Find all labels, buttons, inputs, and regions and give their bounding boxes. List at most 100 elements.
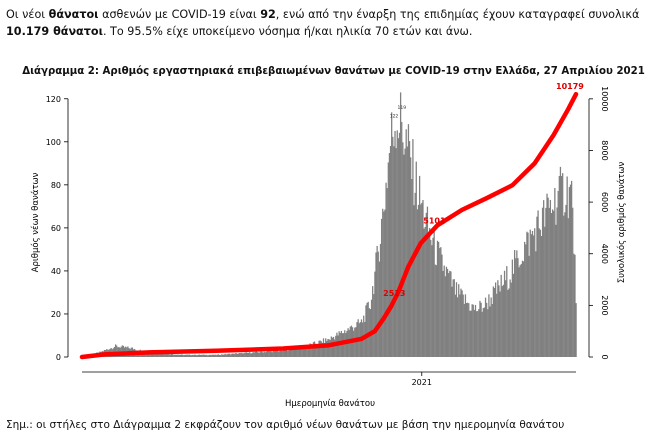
daily-bar — [417, 204, 420, 357]
cumulative-annotation: 10179 — [556, 82, 584, 91]
daily-bar — [499, 291, 501, 357]
daily-bar — [302, 347, 305, 357]
daily-bar — [388, 153, 391, 357]
daily-bar — [515, 258, 517, 357]
daily-bar — [543, 200, 545, 357]
daily-bar — [207, 355, 210, 357]
right-axis-tick-label: 0 — [600, 354, 609, 359]
daily-bar — [261, 351, 263, 357]
daily-bar — [422, 200, 424, 357]
daily-bar — [176, 354, 178, 357]
daily-bar — [316, 344, 318, 357]
daily-bar — [301, 345, 303, 357]
daily-bar — [415, 161, 417, 357]
left-axis-tick-label: 0 — [56, 353, 61, 362]
daily-bar — [163, 354, 165, 357]
daily-bar — [508, 288, 510, 357]
daily-bar — [547, 197, 549, 357]
daily-bar — [420, 204, 422, 357]
daily-bar — [493, 287, 496, 357]
left-axis-label: Αριθμός νέων θανάτων — [30, 172, 41, 272]
footnote: Σημ.: οι στήλες στο Διάγραμμα 2 εκφράζου… — [6, 419, 565, 431]
daily-bar — [567, 218, 569, 357]
daily-bar — [413, 205, 415, 357]
daily-bar — [528, 255, 530, 357]
daily-bar — [408, 141, 411, 357]
daily-bar — [154, 353, 156, 357]
daily-bar — [449, 270, 451, 357]
daily-bar — [463, 303, 465, 357]
daily-bar — [392, 136, 394, 357]
daily-bar — [179, 354, 182, 357]
daily-bar — [228, 353, 231, 357]
daily-bar — [148, 353, 150, 357]
daily-bar — [236, 353, 239, 357]
daily-bar — [337, 335, 339, 357]
daily-bar — [484, 297, 487, 357]
daily-bar — [558, 175, 560, 357]
daily-bar — [283, 350, 286, 357]
daily-bar — [205, 354, 207, 357]
left-axis-tick-label: 60 — [51, 224, 61, 233]
daily-bar — [557, 190, 559, 357]
daily-bar — [158, 353, 160, 357]
daily-bar — [448, 273, 450, 357]
daily-bar — [213, 354, 215, 357]
daily-bar — [313, 341, 316, 357]
daily-bar — [376, 245, 378, 357]
daily-bar — [307, 345, 309, 357]
daily-bar — [185, 354, 187, 357]
daily-bar — [226, 354, 229, 357]
daily-bar — [224, 353, 226, 357]
daily-bar — [474, 304, 477, 357]
daily-bar — [423, 228, 425, 357]
daily-bar — [280, 349, 282, 357]
daily-bar — [221, 354, 223, 357]
daily-bar — [550, 213, 553, 357]
daily-bar — [460, 288, 462, 357]
daily-bar — [397, 138, 400, 357]
daily-bar — [151, 353, 154, 357]
daily-bar — [263, 351, 265, 357]
daily-bar — [309, 343, 311, 357]
daily-bar — [556, 207, 558, 357]
daily-bar — [436, 240, 439, 357]
right-axis-tick-label: 10000 — [600, 86, 609, 111]
daily-bar — [465, 303, 468, 357]
daily-bar — [189, 355, 192, 357]
daily-bar — [524, 241, 526, 357]
daily-bar — [170, 353, 173, 357]
daily-bar — [511, 259, 514, 357]
daily-bar — [315, 343, 317, 357]
daily-bar — [525, 244, 527, 357]
x-axis-label: Ημερομηνία θανάτου — [285, 399, 375, 409]
daily-bar — [245, 352, 248, 357]
daily-bar — [265, 351, 268, 357]
daily-bar — [175, 354, 177, 357]
intro-text-1: Οι νέοι — [6, 8, 49, 21]
daily-bar — [208, 354, 211, 357]
daily-bar — [386, 188, 388, 357]
daily-bar — [539, 229, 541, 357]
daily-bar — [290, 348, 292, 357]
daily-bar — [418, 175, 421, 357]
daily-bar — [516, 250, 518, 357]
daily-bar — [445, 266, 448, 357]
daily-bar — [147, 352, 149, 357]
daily-bar — [273, 350, 275, 357]
daily-bar — [537, 210, 539, 357]
daily-bar — [289, 348, 291, 357]
daily-bar — [522, 261, 525, 357]
daily-bar — [568, 187, 571, 357]
daily-bar — [509, 279, 511, 357]
daily-bar — [216, 354, 218, 357]
daily-bar — [535, 251, 537, 357]
daily-bar — [442, 270, 444, 357]
daily-bar — [252, 352, 254, 357]
daily-bar — [393, 146, 395, 357]
daily-bar — [214, 354, 216, 357]
daily-bar — [341, 333, 344, 357]
daily-bar — [426, 206, 429, 357]
daily-bar — [488, 294, 490, 357]
daily-bar — [237, 353, 240, 357]
